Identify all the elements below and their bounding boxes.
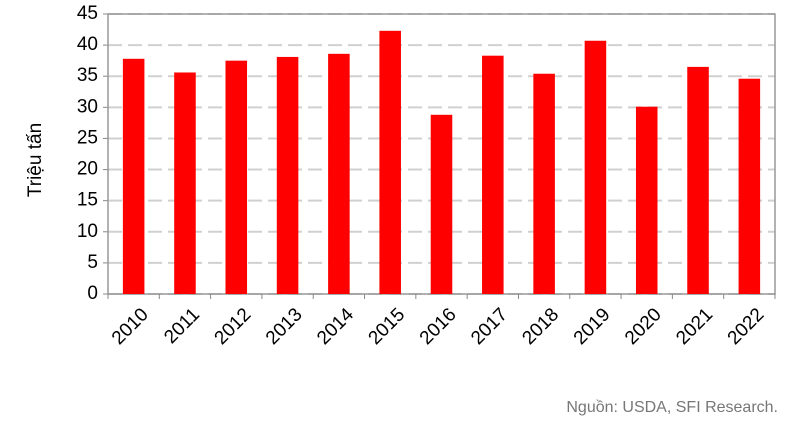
bar (328, 53, 350, 295)
x-tick-label: 2021 (672, 304, 717, 349)
x-tick-label: 2012 (211, 304, 256, 349)
bar (738, 78, 761, 294)
y-tick-label: 15 (77, 190, 98, 211)
x-tick-label: 2010 (108, 304, 153, 349)
bar (482, 55, 504, 294)
y-tick-label: 20 (77, 159, 98, 180)
x-tick-label: 2016 (416, 304, 461, 349)
bar (533, 73, 555, 294)
bar (122, 58, 145, 294)
bar (584, 40, 607, 294)
x-tick-label: 2014 (313, 304, 358, 349)
y-tick-label: 40 (77, 34, 98, 55)
y-tick-label: 10 (77, 221, 98, 242)
x-tick-label: 2018 (518, 304, 563, 349)
bar (635, 106, 658, 294)
x-tick-label: 2019 (570, 304, 615, 349)
bar (379, 30, 401, 295)
bar (687, 66, 709, 294)
bar (276, 56, 299, 294)
x-tick-label: 2013 (262, 304, 307, 349)
y-tick-label: 25 (77, 127, 98, 148)
y-tick-label: 45 (77, 3, 98, 24)
x-tick-label: 2017 (467, 304, 512, 349)
bar (225, 60, 248, 294)
x-tick-label: 2020 (621, 304, 666, 349)
x-tick-label: 2011 (160, 304, 204, 348)
x-tick-label: 2015 (365, 304, 410, 349)
y-tick-label: 0 (87, 283, 98, 304)
y-tick-label: 30 (77, 96, 98, 117)
y-axis-label: Triệu tấn (25, 123, 46, 197)
y-tick-label: 35 (77, 65, 98, 86)
bar (174, 72, 196, 294)
y-tick-label: 5 (87, 252, 98, 273)
source-note: Nguồn: USDA, SFI Research. (566, 399, 778, 416)
bar (430, 114, 453, 294)
x-tick-label: 2022 (724, 304, 769, 349)
